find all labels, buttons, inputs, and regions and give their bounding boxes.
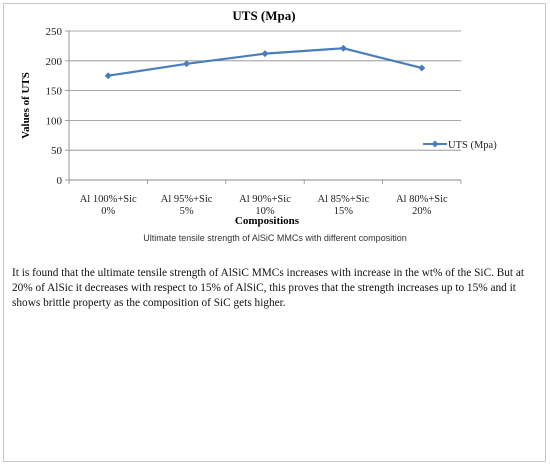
page-frame [3,3,546,462]
x-tick-label: Al 85%+Sic 15% [318,194,370,217]
y-tick-label: 50 [51,145,63,157]
y-tick-label: 100 [46,115,63,127]
data-point [339,44,347,52]
x-axis-label: Compositions [235,215,300,227]
data-point [104,72,112,80]
x-tick-label: Al 90%+Sic 10% [239,194,291,217]
figure-caption: Ultimate tensile strength of AlSiC MMCs … [143,233,407,243]
x-tick-label: Al 95%+Sic 5% [161,194,213,217]
body-paragraph: It is found that the ultimate tensile st… [12,267,525,309]
y-axis-label: Values of UTS [20,72,32,139]
y-tick-label: 200 [46,56,63,68]
x-tick-label: Al 80%+Sic 20% [396,194,448,217]
chart-title: UTS (Mpa) [232,8,295,23]
uts-line-chart: UTS (Mpa) 0 50 100 150 200 250 Al 100%+Sic 0% Al … [20,8,497,227]
x-tick-label: Al 100%+Sic 0% [80,194,137,217]
data-point [261,50,269,58]
y-tick-label: 250 [46,26,63,38]
legend-swatch-marker [431,140,439,148]
data-point [183,60,191,68]
data-point [418,64,426,72]
y-tick-label: 0 [57,175,63,187]
y-tick-label: 150 [46,86,63,98]
legend-label: UTS (Mpa) [448,140,497,151]
